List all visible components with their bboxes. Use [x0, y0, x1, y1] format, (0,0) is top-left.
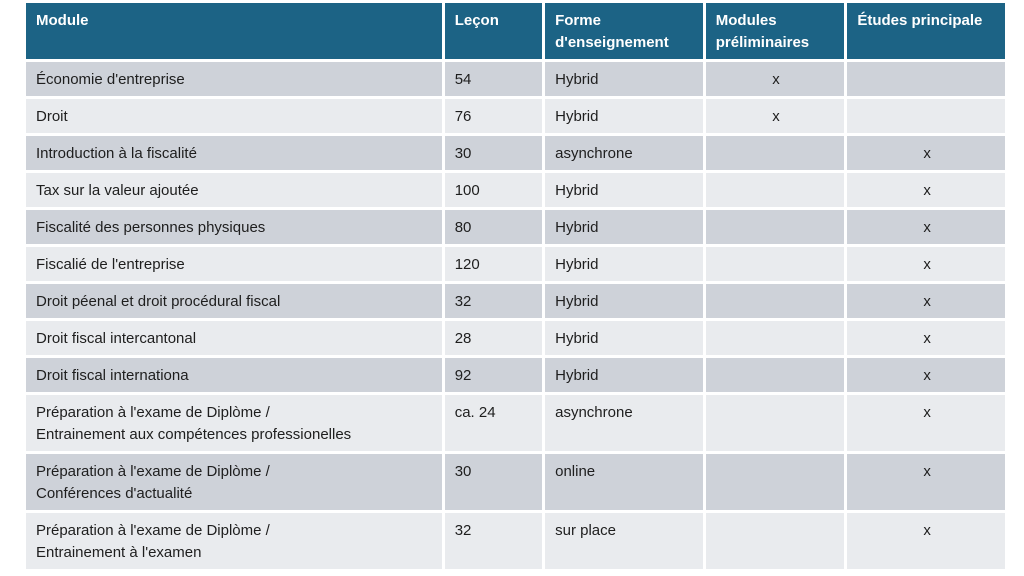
column-header-module: Module	[26, 3, 445, 62]
module-cell: Fiscalité des personnes physiques	[26, 210, 445, 247]
table-row: Tax sur la valeur ajoutée 100 Hybrid x	[26, 173, 1005, 210]
forme-cell: Hybrid	[545, 284, 706, 321]
preliminaires-cell	[705, 454, 848, 513]
preliminaires-cell	[705, 247, 848, 284]
forme-cell: sur place	[545, 513, 706, 572]
lecon-cell: 32	[444, 284, 546, 321]
preliminaires-cell	[705, 284, 848, 321]
modules-table-container: Module Leçon Forme d'enseignement Module…	[26, 3, 1005, 572]
forme-cell: Hybrid	[545, 62, 706, 99]
lecon-cell: 54	[444, 62, 546, 99]
table-row: Droit péenal et droit procédural fiscal …	[26, 284, 1005, 321]
table-row: Droit 76 Hybrid x	[26, 99, 1005, 136]
lecon-cell: 100	[444, 173, 546, 210]
module-cell: Préparation à l'exame de Diplòme / Entra…	[26, 513, 445, 572]
principale-cell: x	[847, 358, 1005, 395]
forme-cell: online	[545, 454, 706, 513]
principale-cell: x	[847, 513, 1005, 572]
table-row: Préparation à l'exame de Diplòme / Entra…	[26, 395, 1005, 454]
principale-cell: x	[847, 454, 1005, 513]
preliminaires-cell	[705, 210, 848, 247]
forme-cell: asynchrone	[545, 395, 706, 454]
forme-cell: Hybrid	[545, 173, 706, 210]
preliminaires-cell	[705, 136, 848, 173]
table-row: Droit fiscal intercantonal 28 Hybrid x	[26, 321, 1005, 358]
module-cell: Préparation à l'exame de Diplòme / Entra…	[26, 395, 445, 454]
module-cell: Préparation à l'exame de Diplòme / Confé…	[26, 454, 445, 513]
module-cell: Droit	[26, 99, 445, 136]
module-cell: Introduction à la fiscalité	[26, 136, 445, 173]
table-row: Économie d'entreprise 54 Hybrid x	[26, 62, 1005, 99]
table-row: Préparation à l'exame de Diplòme / Confé…	[26, 454, 1005, 513]
module-cell: Fiscalié de l'entreprise	[26, 247, 445, 284]
lecon-cell: 32	[444, 513, 546, 572]
principale-cell	[847, 62, 1005, 99]
table-row: Fiscalité des personnes physiques 80 Hyb…	[26, 210, 1005, 247]
principale-cell	[847, 99, 1005, 136]
preliminaires-cell	[705, 321, 848, 358]
lecon-cell: 92	[444, 358, 546, 395]
table-header: Module Leçon Forme d'enseignement Module…	[26, 3, 1005, 62]
modules-table: Module Leçon Forme d'enseignement Module…	[26, 3, 1005, 572]
forme-cell: asynchrone	[545, 136, 706, 173]
preliminaires-cell	[705, 358, 848, 395]
column-header-lecon: Leçon	[444, 3, 546, 62]
preliminaires-cell	[705, 395, 848, 454]
lecon-cell: 120	[444, 247, 546, 284]
lecon-cell: ca. 24	[444, 395, 546, 454]
forme-cell: Hybrid	[545, 247, 706, 284]
lecon-cell: 80	[444, 210, 546, 247]
principale-cell: x	[847, 210, 1005, 247]
module-cell: Tax sur la valeur ajoutée	[26, 173, 445, 210]
lecon-cell: 30	[444, 454, 546, 513]
preliminaires-cell: x	[705, 62, 848, 99]
column-header-principale: Études principale	[847, 3, 1005, 62]
lecon-cell: 76	[444, 99, 546, 136]
principale-cell: x	[847, 284, 1005, 321]
lecon-cell: 30	[444, 136, 546, 173]
module-cell: Économie d'entreprise	[26, 62, 445, 99]
table-row: Préparation à l'exame de Diplòme / Entra…	[26, 513, 1005, 572]
preliminaires-cell: x	[705, 99, 848, 136]
lecon-cell: 28	[444, 321, 546, 358]
forme-cell: Hybrid	[545, 99, 706, 136]
principale-cell: x	[847, 247, 1005, 284]
module-cell: Droit fiscal internationa	[26, 358, 445, 395]
principale-cell: x	[847, 321, 1005, 358]
forme-cell: Hybrid	[545, 358, 706, 395]
preliminaires-cell	[705, 173, 848, 210]
principale-cell: x	[847, 395, 1005, 454]
module-cell: Droit péenal et droit procédural fiscal	[26, 284, 445, 321]
forme-cell: Hybrid	[545, 210, 706, 247]
table-row: Introduction à la fiscalité 30 asynchron…	[26, 136, 1005, 173]
table-body: Économie d'entreprise 54 Hybrid x Droit …	[26, 62, 1005, 572]
table-row: Fiscalié de l'entreprise 120 Hybrid x	[26, 247, 1005, 284]
forme-cell: Hybrid	[545, 321, 706, 358]
header-row: Module Leçon Forme d'enseignement Module…	[26, 3, 1005, 62]
module-cell: Droit fiscal intercantonal	[26, 321, 445, 358]
principale-cell: x	[847, 136, 1005, 173]
principale-cell: x	[847, 173, 1005, 210]
table-row: Droit fiscal internationa 92 Hybrid x	[26, 358, 1005, 395]
preliminaires-cell	[705, 513, 848, 572]
column-header-forme: Forme d'enseignement	[545, 3, 706, 62]
column-header-preliminaires: Modules préliminaires	[705, 3, 848, 62]
